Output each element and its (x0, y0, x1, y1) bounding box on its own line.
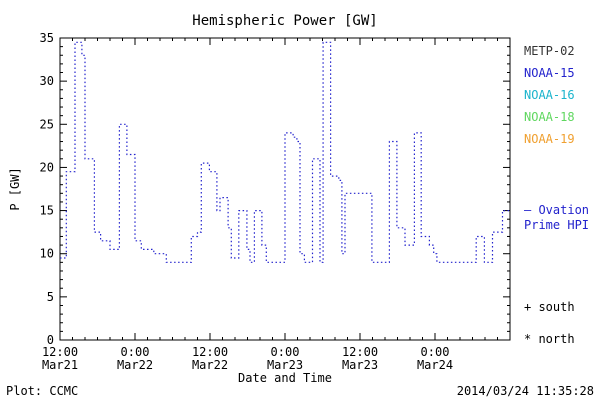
svg-text:0:00: 0:00 (271, 345, 300, 359)
svg-text:35: 35 (40, 31, 54, 45)
chart-title: Hemispheric Power [GW] (192, 13, 378, 29)
y-axis-label: P [GW] (8, 167, 22, 211)
svg-text:0:00: 0:00 (421, 345, 450, 359)
legend-series-line2: Prime HPI (524, 218, 590, 232)
svg-text:30: 30 (40, 74, 54, 88)
svg-text:20: 20 (40, 160, 54, 174)
plot-timestamp: 2014/03/24 11:35:28 (456, 384, 594, 398)
svg-text:5: 5 (47, 290, 54, 304)
svg-text:0:00: 0:00 (121, 345, 150, 359)
x-axis-label: Date and Time (238, 371, 332, 385)
legend-item-metp-02: METP-02 (524, 44, 575, 58)
legend-series-ovation-hpi: — Ovation Prime HPI (524, 203, 589, 233)
svg-text:25: 25 (40, 117, 54, 131)
legend-item-noaa-19: NOAA-19 (524, 132, 575, 146)
legend-item-noaa-16: NOAA-16 (524, 88, 575, 102)
legend-series-line1: — Ovation (524, 203, 590, 217)
svg-text:0: 0 (47, 333, 54, 347)
svg-text:Mar23: Mar23 (267, 358, 303, 372)
legend-item-noaa-15: NOAA-15 (524, 66, 575, 80)
svg-text:Mar21: Mar21 (42, 358, 78, 372)
svg-text:10: 10 (40, 247, 54, 261)
svg-text:12:00: 12:00 (192, 345, 228, 359)
svg-text:Mar23: Mar23 (342, 358, 378, 372)
svg-text:12:00: 12:00 (42, 345, 78, 359)
svg-text:Mar22: Mar22 (117, 358, 153, 372)
legend-south-marker: + south (524, 300, 575, 314)
legend-north-marker: * north (524, 332, 575, 346)
svg-text:15: 15 (40, 204, 54, 218)
plot-credit: Plot: CCMC (6, 384, 79, 398)
svg-text:Mar22: Mar22 (192, 358, 228, 372)
svg-text:12:00: 12:00 (342, 345, 378, 359)
legend-item-noaa-18: NOAA-18 (524, 110, 575, 124)
svg-text:Mar24: Mar24 (417, 358, 453, 372)
